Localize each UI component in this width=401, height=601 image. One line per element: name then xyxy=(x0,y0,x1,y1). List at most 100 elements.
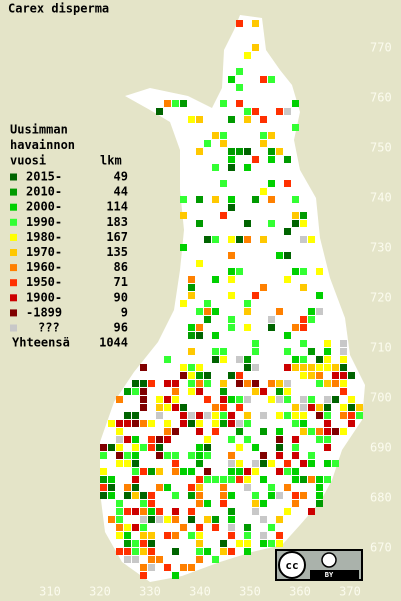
observation-square xyxy=(228,196,235,203)
observation-square xyxy=(292,452,299,459)
observation-square xyxy=(308,404,315,411)
legend-label: 1990- xyxy=(26,215,62,229)
observation-square xyxy=(292,124,299,131)
observation-square xyxy=(116,396,123,403)
observation-square xyxy=(276,516,283,523)
observation-square xyxy=(140,524,147,531)
observation-square xyxy=(220,396,227,403)
observation-square xyxy=(236,540,243,547)
legend-label: 2015- xyxy=(26,170,62,184)
observation-square xyxy=(276,444,283,451)
observation-square xyxy=(116,548,123,555)
observation-square xyxy=(300,492,307,499)
observation-square xyxy=(196,444,203,451)
observation-square xyxy=(140,500,147,507)
observation-square xyxy=(204,316,211,323)
observation-square xyxy=(132,524,139,531)
observation-square xyxy=(148,548,155,555)
observation-square xyxy=(316,492,323,499)
observation-square xyxy=(220,476,227,483)
observation-square xyxy=(324,420,331,427)
observation-square xyxy=(252,468,259,475)
observation-square xyxy=(164,484,171,491)
observation-square xyxy=(156,412,163,419)
observation-square xyxy=(116,428,123,435)
observation-square xyxy=(228,524,235,531)
observation-square xyxy=(212,308,219,315)
observation-square xyxy=(316,364,323,371)
observation-square xyxy=(260,476,267,483)
observation-square xyxy=(308,508,315,515)
observation-square xyxy=(156,436,163,443)
observation-square xyxy=(236,428,243,435)
observation-square xyxy=(140,508,147,515)
observation-square xyxy=(300,268,307,275)
observation-square xyxy=(300,460,307,467)
observation-square xyxy=(180,468,187,475)
observation-square xyxy=(276,148,283,155)
observation-square xyxy=(116,444,123,451)
observation-square xyxy=(316,436,323,443)
observation-square xyxy=(292,476,299,483)
observation-square xyxy=(156,468,163,475)
observation-square xyxy=(220,484,227,491)
observation-square xyxy=(188,388,195,395)
observation-square xyxy=(292,492,299,499)
observation-square xyxy=(172,100,179,107)
observation-square xyxy=(236,148,243,155)
observation-square xyxy=(228,268,235,275)
legend-label: 2000- xyxy=(26,200,62,214)
observation-square xyxy=(100,468,107,475)
observation-square xyxy=(236,404,243,411)
east-coordinate: 330 xyxy=(139,585,161,599)
observation-square xyxy=(252,20,259,27)
observation-square xyxy=(196,524,203,531)
observation-square xyxy=(300,476,307,483)
observation-square xyxy=(324,412,331,419)
observation-square xyxy=(108,484,115,491)
observation-square xyxy=(268,220,275,227)
observation-square xyxy=(220,348,227,355)
legend-total-label: Yhteensä xyxy=(12,336,70,350)
observation-square xyxy=(148,380,155,387)
observation-square xyxy=(324,348,331,355)
observation-square xyxy=(244,396,251,403)
observation-square xyxy=(284,460,291,467)
observation-square xyxy=(212,476,219,483)
observation-square xyxy=(236,236,243,243)
observation-square xyxy=(228,252,235,259)
by-icon xyxy=(321,552,337,568)
observation-square xyxy=(292,404,299,411)
observation-square xyxy=(196,428,203,435)
observation-square xyxy=(180,244,187,251)
observation-square xyxy=(284,388,291,395)
observation-square xyxy=(124,436,131,443)
observation-square xyxy=(140,540,147,547)
observation-square xyxy=(316,412,323,419)
observation-square xyxy=(204,396,211,403)
observation-square xyxy=(164,100,171,107)
observation-square xyxy=(244,236,251,243)
observation-square xyxy=(204,516,211,523)
observation-square xyxy=(228,116,235,123)
observation-square xyxy=(316,500,323,507)
observation-square xyxy=(308,308,315,315)
observation-square xyxy=(212,164,219,171)
observation-square xyxy=(132,420,139,427)
observation-square xyxy=(276,452,283,459)
observation-square xyxy=(140,444,147,451)
observation-square xyxy=(188,116,195,123)
observation-square xyxy=(116,452,123,459)
observation-square xyxy=(220,548,227,555)
observation-square xyxy=(188,284,195,291)
north-coordinate: 730 xyxy=(370,241,392,255)
observation-square xyxy=(172,428,179,435)
observation-square xyxy=(284,180,291,187)
observation-square xyxy=(148,556,155,563)
observation-square xyxy=(348,372,355,379)
observation-square xyxy=(132,548,139,555)
observation-square xyxy=(292,220,299,227)
cc-text: cc xyxy=(285,559,298,572)
observation-square xyxy=(148,468,155,475)
observation-square xyxy=(228,276,235,283)
